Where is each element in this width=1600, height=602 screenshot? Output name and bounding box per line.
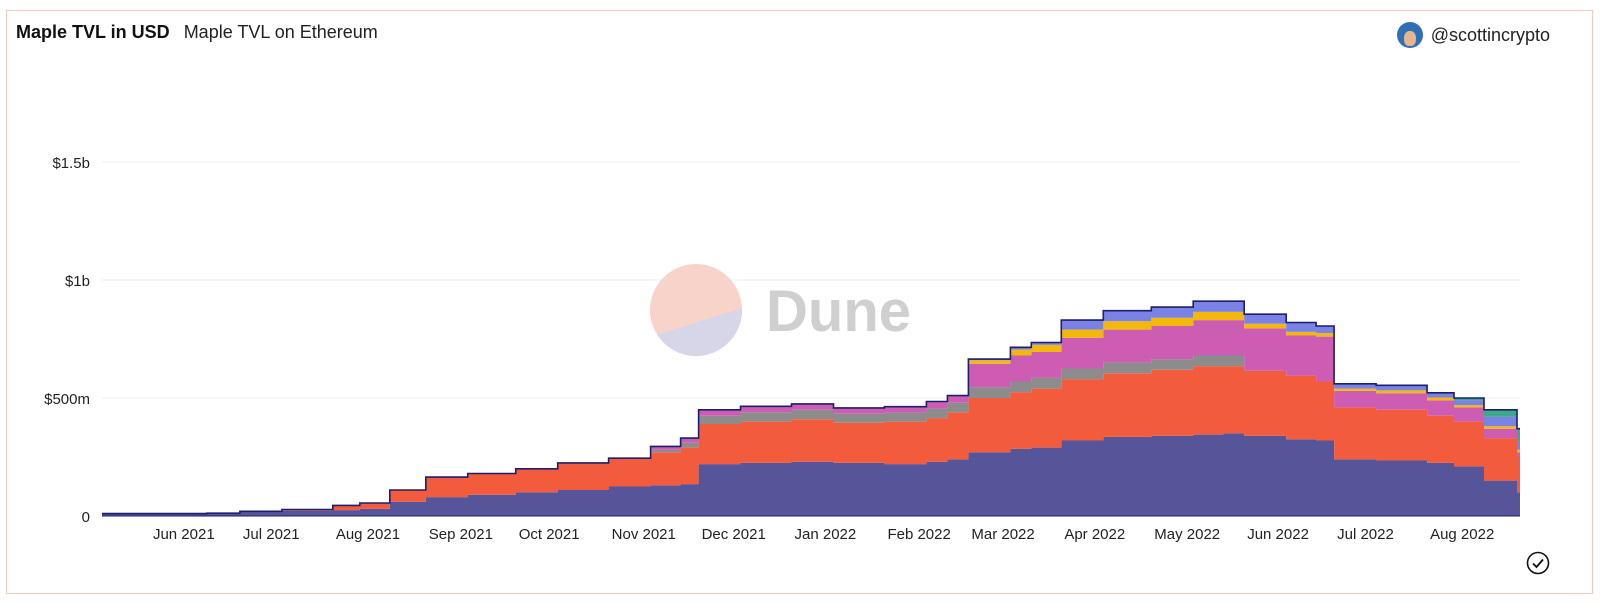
x-tick-label: Aug 2021	[336, 526, 400, 543]
x-tick-label: May 2022	[1154, 526, 1220, 543]
total-outline	[102, 300, 1520, 515]
x-tick-label: Oct 2021	[519, 526, 580, 543]
x-tick-label: Apr 2022	[1064, 526, 1125, 543]
author-handle: @scottincrypto	[1430, 24, 1550, 45]
y-tick-label: 0	[82, 509, 90, 526]
x-tick-label: Jun 2021	[153, 526, 215, 543]
chart-title: Maple TVL in USD	[16, 22, 170, 42]
x-tick-label: Feb 2022	[887, 526, 950, 543]
chart-header: Maple TVL in USD Maple TVL on Ethereum	[16, 22, 378, 43]
y-tick-label: $1.5b	[52, 155, 90, 172]
y-tick-label: $500m	[44, 391, 90, 408]
author-link[interactable]: @scottincrypto	[1396, 22, 1550, 48]
area-series-1	[102, 433, 1520, 516]
x-tick-label: Nov 2021	[612, 526, 676, 543]
x-tick-label: Jun 2022	[1247, 526, 1309, 543]
y-tick-label: $1b	[65, 273, 90, 290]
x-tick-label: Mar 2022	[971, 526, 1034, 543]
y-axis: 0 $500m $1b $1.5b	[44, 155, 90, 526]
x-axis: Jun 2021 Jul 2021 Aug 2021 Sep 2021 Oct 2021…	[153, 526, 1494, 543]
x-tick-label: Sep 2021	[429, 526, 493, 543]
x-tick-label: Jul 2021	[243, 526, 300, 543]
chart-subtitle: Maple TVL on Ethereum	[183, 22, 378, 42]
x-tick-label: Dec 2021	[702, 526, 766, 543]
watermark-text: Dune	[766, 279, 911, 344]
check-circle-icon[interactable]	[1526, 551, 1550, 575]
avatar-icon	[1396, 22, 1423, 48]
dune-watermark: Dune	[650, 264, 911, 356]
x-tick-label: Jul 2022	[1337, 526, 1394, 543]
x-tick-label: Aug 2022	[1430, 526, 1494, 543]
area-series-2	[102, 366, 1520, 514]
area-layer	[102, 300, 1520, 517]
x-tick-label: Jan 2022	[795, 526, 857, 543]
